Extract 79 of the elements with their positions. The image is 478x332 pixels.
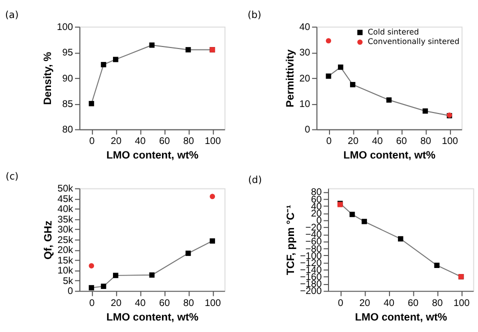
x-tick-label: 60 xyxy=(159,136,170,148)
point xyxy=(398,236,404,242)
y-tick-label: 0 xyxy=(304,124,310,136)
y-axis-title: Permittivity xyxy=(284,49,297,108)
point xyxy=(338,64,344,70)
chart-title: (d) xyxy=(248,175,262,186)
point xyxy=(362,218,367,224)
y-tick-label: 30 xyxy=(299,48,310,59)
x-axis-title: LMO content, wt% xyxy=(355,311,448,324)
x-tick-label: 60 xyxy=(408,298,419,309)
x-tick-label: 40 xyxy=(134,298,146,309)
y-axis-title: Density, % xyxy=(42,51,54,105)
x-tick-label: 20 xyxy=(110,298,122,309)
y-tick-label: 35k xyxy=(57,214,74,226)
point xyxy=(326,38,332,44)
x-tick-label: 100 xyxy=(442,136,458,148)
chart-title: (c) xyxy=(6,172,19,183)
x-tick-label: 60 xyxy=(396,136,407,148)
y-tick-label: 50k xyxy=(57,184,74,195)
x-tick-label: 40 xyxy=(372,136,383,148)
point xyxy=(186,250,191,256)
x-tick-label: 20 xyxy=(359,298,370,309)
point xyxy=(149,42,155,48)
x-axis-title: LMO content, wt% xyxy=(106,150,199,162)
x-axis-title: LMO content, wt% xyxy=(343,150,436,162)
y-tick-label: 40k xyxy=(57,204,74,216)
point xyxy=(88,263,94,268)
x-tick-label: 80 xyxy=(183,136,194,148)
legend-label: Conventionally sintered xyxy=(368,37,460,46)
y-tick-label: 80 xyxy=(62,124,74,136)
y-tick-label: 0 xyxy=(68,286,74,298)
y-tick-label: 10k xyxy=(57,266,74,277)
y-tick-label: 10 xyxy=(299,98,310,110)
y-tick-label: 85 xyxy=(62,98,74,110)
y-tick-label: 100 xyxy=(56,22,74,34)
point xyxy=(88,285,94,290)
x-tick-label: 80 xyxy=(420,136,432,148)
y-tick-label: 30k xyxy=(57,224,74,236)
point xyxy=(112,56,118,62)
x-tick-label: 100 xyxy=(453,298,470,309)
point xyxy=(326,74,332,79)
y-tick-label: 95 xyxy=(62,48,74,59)
x-tick-label: 100 xyxy=(204,136,221,148)
x-tick-label: 0 xyxy=(338,298,344,309)
x-tick-label: 20 xyxy=(110,136,122,148)
point xyxy=(350,212,355,218)
y-tick-label: 5k xyxy=(62,276,74,287)
y-tick-label: 20k xyxy=(57,245,74,256)
x-tick-label: 40 xyxy=(384,298,394,309)
x-tick-label: 0 xyxy=(89,298,95,309)
y-tick-label: 20 xyxy=(299,73,310,84)
point xyxy=(100,284,106,289)
chart-title: (b) xyxy=(248,10,262,21)
x-tick-label: 80 xyxy=(432,298,443,309)
x-tick-label: 60 xyxy=(159,298,170,309)
point xyxy=(100,62,106,68)
y-tick-label: 25k xyxy=(57,234,74,246)
y-tick-label: 40 xyxy=(299,22,310,34)
y-axis-title: Qf, GHz xyxy=(42,220,55,260)
point xyxy=(112,272,118,278)
point xyxy=(186,47,191,52)
point xyxy=(210,194,216,200)
x-tick-label: 80 xyxy=(183,298,194,309)
x-tick-label: 40 xyxy=(134,136,146,148)
legend-label: Cold sintered xyxy=(368,27,419,36)
y-tick-label: 45k xyxy=(57,194,74,205)
y-axis-title: TCF, ppm °C⁻¹ xyxy=(285,204,298,276)
x-tick-label: 0 xyxy=(89,136,95,148)
point xyxy=(210,238,216,244)
point xyxy=(350,82,356,88)
x-tick-label: 100 xyxy=(204,298,221,309)
chart-title: (a) xyxy=(5,10,19,21)
x-axis-title: LMO content, wt% xyxy=(106,311,199,324)
y-tick-label: 90 xyxy=(62,73,74,84)
point xyxy=(422,108,428,114)
x-tick-label: 20 xyxy=(348,136,359,148)
x-tick-label: 0 xyxy=(326,136,332,148)
point xyxy=(434,262,440,268)
y-tick-label: 15k xyxy=(57,255,74,266)
